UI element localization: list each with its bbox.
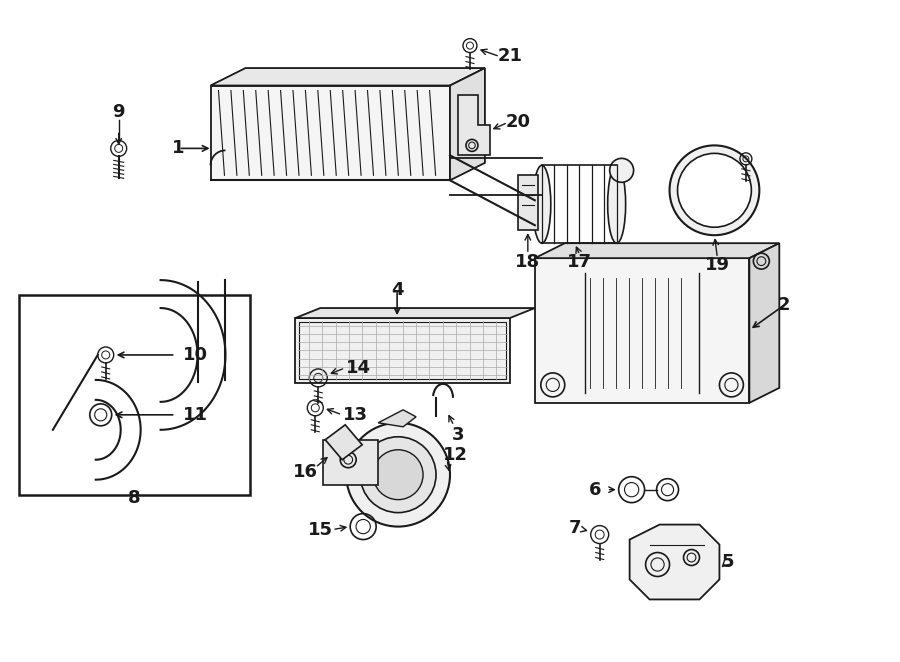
- Bar: [323, 440, 378, 485]
- Text: 16: 16: [292, 463, 318, 481]
- Polygon shape: [378, 410, 416, 427]
- Polygon shape: [630, 524, 719, 599]
- Text: 2: 2: [778, 296, 790, 314]
- Text: 7: 7: [569, 518, 581, 537]
- Polygon shape: [458, 95, 490, 156]
- Text: 5: 5: [721, 553, 734, 571]
- Text: 15: 15: [308, 520, 333, 539]
- Bar: [211, 85, 450, 180]
- Polygon shape: [211, 68, 485, 85]
- Bar: [518, 175, 538, 230]
- Text: 9: 9: [112, 103, 125, 121]
- Polygon shape: [450, 68, 485, 180]
- Circle shape: [678, 154, 752, 227]
- Text: 6: 6: [589, 481, 601, 498]
- Circle shape: [609, 158, 634, 182]
- Text: 18: 18: [516, 253, 540, 271]
- Polygon shape: [535, 243, 779, 258]
- Ellipse shape: [533, 166, 551, 243]
- Polygon shape: [325, 425, 362, 459]
- Circle shape: [346, 423, 450, 526]
- Bar: [295, 318, 510, 383]
- Bar: [300, 322, 506, 379]
- Text: 13: 13: [343, 406, 368, 424]
- Text: 10: 10: [183, 346, 208, 364]
- Circle shape: [360, 437, 436, 512]
- Text: 21: 21: [498, 46, 522, 65]
- Text: 4: 4: [391, 281, 403, 299]
- Text: 14: 14: [346, 359, 371, 377]
- Circle shape: [670, 146, 760, 235]
- Circle shape: [374, 449, 423, 500]
- Text: 3: 3: [452, 426, 464, 444]
- Polygon shape: [295, 308, 535, 318]
- Text: 12: 12: [443, 446, 467, 464]
- Text: 19: 19: [705, 256, 730, 274]
- Text: 11: 11: [183, 406, 208, 424]
- Bar: [19, 295, 250, 495]
- Ellipse shape: [608, 166, 625, 243]
- Text: 20: 20: [506, 113, 530, 132]
- Text: 17: 17: [567, 253, 592, 271]
- Polygon shape: [750, 243, 779, 403]
- Bar: [535, 258, 750, 403]
- Text: 1: 1: [172, 140, 184, 158]
- Text: 8: 8: [129, 489, 141, 506]
